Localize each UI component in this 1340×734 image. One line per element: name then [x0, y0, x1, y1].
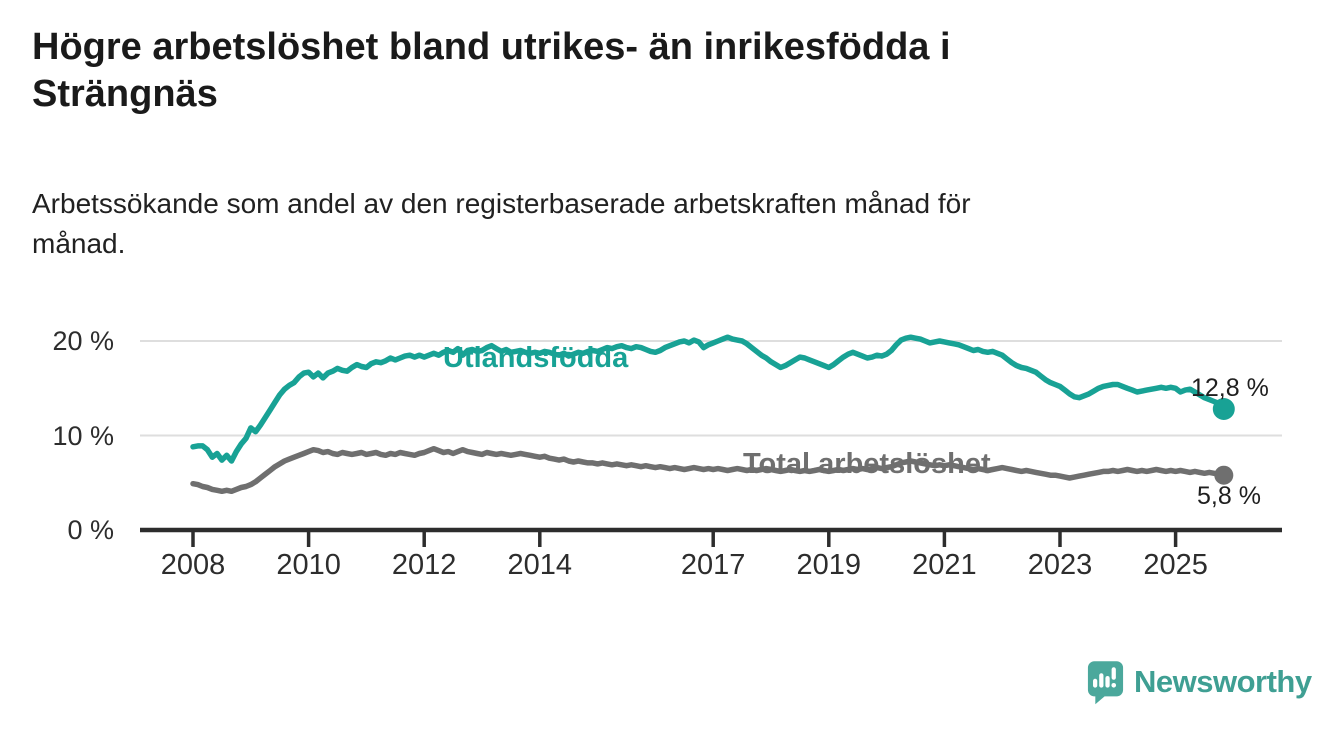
x-tick-label: 2017	[680, 549, 746, 581]
y-tick-label: 20 %	[52, 326, 114, 356]
end-value-label-utlandsfodda: 12,8 %	[1191, 374, 1269, 402]
x-tick-label: 2019	[796, 549, 862, 581]
series-line-utlandsfodda	[190, 334, 1227, 464]
x-tick-label: 2012	[391, 549, 457, 581]
exclamation-dot	[1111, 682, 1117, 688]
x-tick-label: 2010	[276, 549, 341, 581]
x-tick-label: 2014	[507, 549, 573, 581]
series-label-total-arbetsloshet: Total arbetslöshet	[743, 448, 991, 480]
x-tick-label: 2025	[1143, 549, 1208, 581]
bar-1	[1093, 678, 1098, 688]
newsworthy-logo[interactable]: Newsworthy	[1087, 656, 1312, 708]
chart-subtitle: Arbetssökande som andel av den registerb…	[32, 188, 971, 259]
y-tick-label: 0 %	[67, 515, 114, 545]
chart-title: Högre arbetslöshet bland utrikes- än inr…	[32, 26, 951, 115]
newsworthy-logo-icon	[1087, 660, 1124, 704]
newsworthy-logo-text: Newsworthy	[1134, 664, 1312, 699]
x-tick-label: 2008	[160, 549, 226, 581]
bar-3	[1105, 675, 1110, 688]
series-label-utlandsfodda: Utlandsfödda	[443, 342, 629, 374]
y-tick-label: 10 %	[52, 420, 114, 451]
exclamation-bar	[1111, 666, 1116, 680]
x-tick-label: 2021	[912, 549, 977, 581]
series-line-total-arbetsloshet	[190, 445, 1227, 495]
end-dot-utlandsfodda	[1212, 398, 1235, 420]
bar-2	[1099, 672, 1104, 688]
end-value-label-total-arbetsloshet: 5,8 %	[1197, 482, 1261, 510]
x-tick-label: 2023	[1027, 549, 1093, 581]
end-dot-total-arbetsloshet	[1214, 465, 1234, 485]
